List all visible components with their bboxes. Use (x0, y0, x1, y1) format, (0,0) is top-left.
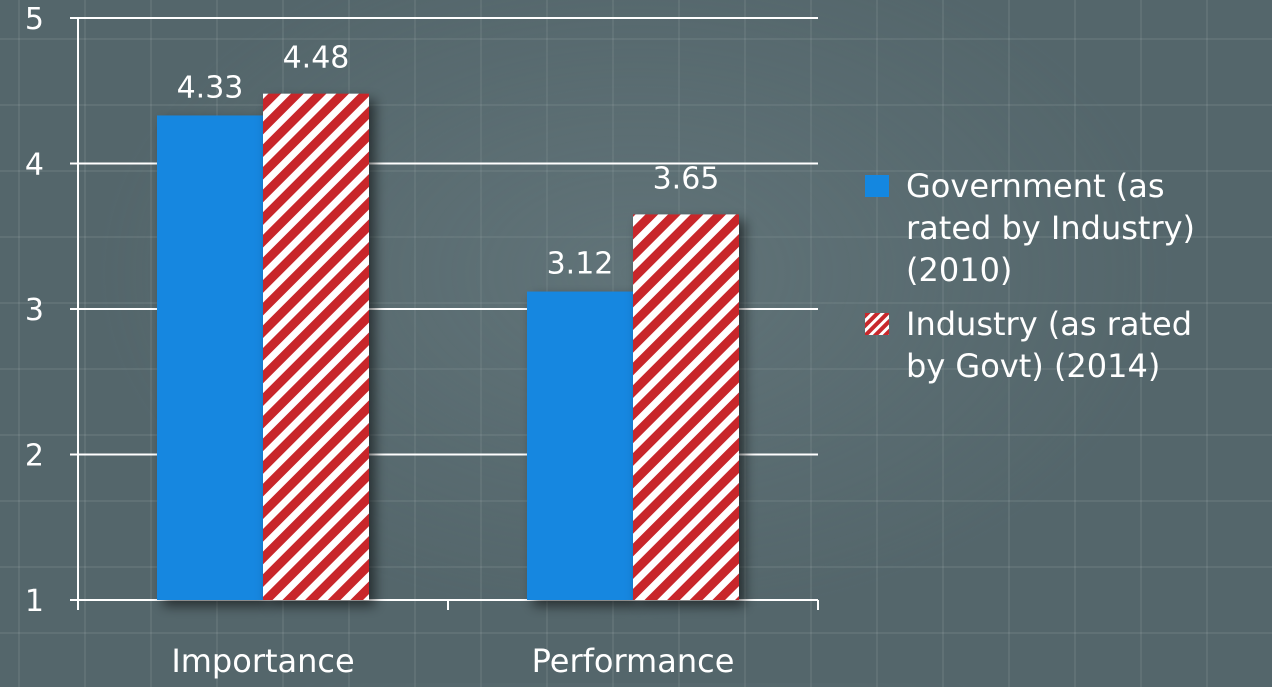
data-label: 3.65 (653, 161, 720, 196)
bar-government (527, 291, 633, 600)
legend-swatch (865, 313, 889, 335)
legend-label: by Govt) (2014) (906, 347, 1160, 385)
y-tick-label: 5 (25, 2, 44, 37)
legend: Government (as rated by Industry) (2010) In… (865, 167, 1195, 385)
data-label: 4.48 (283, 41, 350, 76)
y-tick-label: 2 (25, 439, 44, 474)
bar-industry (263, 93, 369, 600)
y-tick-label: 3 (25, 293, 44, 328)
x-category-label: Performance (532, 642, 735, 680)
legend-label: rated by Industry) (906, 209, 1195, 247)
legend-label: Government (as (906, 167, 1165, 205)
legend-label: (2010) (906, 251, 1012, 289)
legend-swatch (865, 175, 889, 197)
bar-industry (633, 214, 739, 601)
legend-label: Industry (as rated (906, 305, 1192, 343)
data-label: 4.33 (177, 70, 244, 105)
data-labels: 4.33 4.48 3.12 3.65 (177, 41, 720, 282)
axes: 1 2 3 4 5 Importance Performance (25, 2, 819, 680)
y-tick-label: 4 (25, 148, 44, 183)
bars (157, 93, 739, 601)
data-label: 3.12 (547, 247, 614, 282)
x-category-label: Importance (171, 642, 354, 680)
y-tick-label: 1 (25, 584, 44, 619)
bar-government (157, 115, 263, 601)
